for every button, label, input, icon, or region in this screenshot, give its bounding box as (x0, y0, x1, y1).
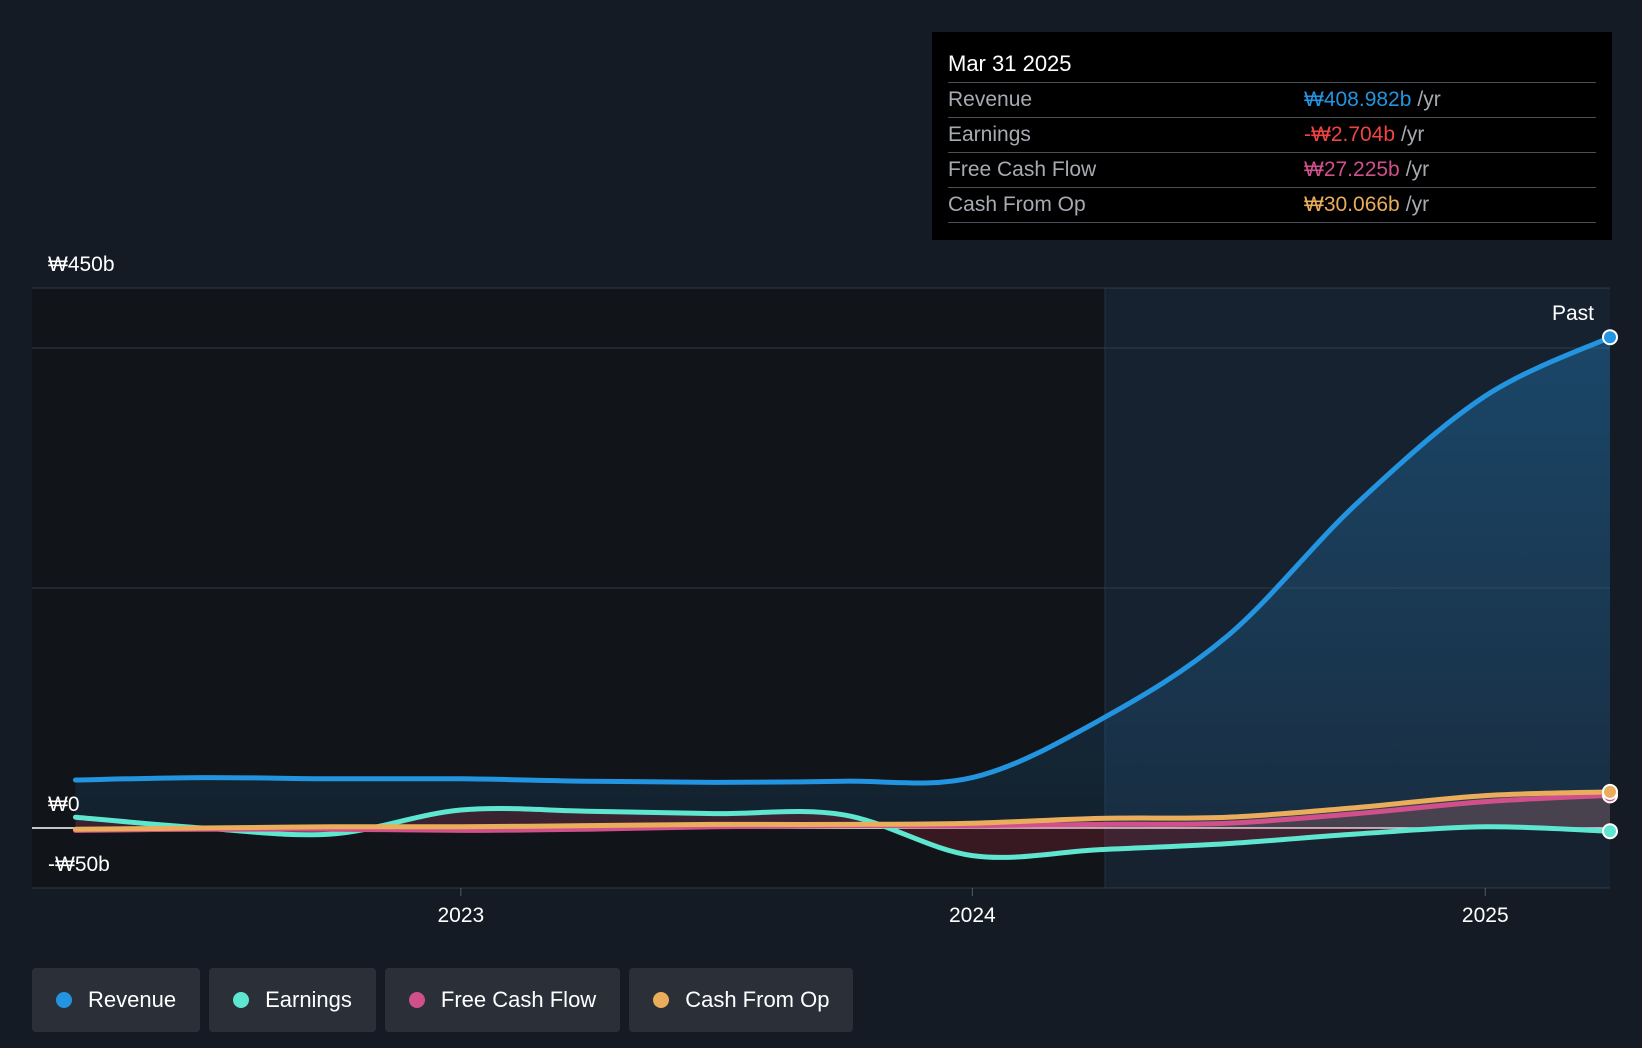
earnings-end-point (1602, 823, 1618, 840)
tooltip-row: Revenue ₩408.982b/yr (948, 82, 1596, 117)
tooltip-label: Revenue (948, 88, 1033, 111)
y-tick-label: -₩50b (48, 853, 110, 876)
legend-label: Earnings (265, 987, 352, 1012)
legend-label: Cash From Op (685, 987, 830, 1012)
cash-from-op-end-point (1602, 783, 1618, 800)
tooltip-row: Earnings -₩2.704b/yr (948, 117, 1596, 152)
tooltip-unit: /yr (1401, 123, 1425, 146)
revenue-line (72, 334, 1613, 786)
tooltip-value: -₩2.704b (1304, 123, 1396, 146)
y-tick-label: ₩0 (48, 793, 80, 816)
revenue-area (75, 337, 1610, 828)
tooltip-label: Free Cash Flow (948, 158, 1097, 181)
legend-dot-icon (233, 992, 250, 1008)
tooltip-unit: /yr (1405, 158, 1430, 181)
y-tick-label: ₩450b (48, 253, 115, 276)
legend-label: Free Cash Flow (440, 987, 597, 1012)
tooltip-value: ₩27.225b (1304, 158, 1400, 181)
legend-item-revenue[interactable]: Revenue (32, 968, 201, 1032)
legend-dot-icon (408, 992, 425, 1008)
tooltip-unit: /yr (1417, 88, 1441, 111)
earnings-area (75, 808, 1610, 858)
legend-dot-icon (653, 992, 670, 1008)
legend-item-cash-from-op[interactable]: Cash From Op (629, 968, 854, 1032)
x-tick-label: 2023 (437, 904, 484, 927)
x-tick-label: 2024 (949, 904, 996, 927)
past-label: Past (1552, 302, 1594, 325)
x-tick-label: 2025 (1462, 904, 1509, 927)
tooltip-value: ₩408.982b (1304, 88, 1412, 111)
tooltip-unit: /yr (1405, 193, 1430, 216)
legend-dot-icon (56, 992, 72, 1008)
revenue-end-point (1602, 329, 1618, 346)
legend-item-free-cash-flow[interactable]: Free Cash Flow (384, 968, 621, 1032)
cash-from-op-area (75, 791, 1610, 830)
tooltip: Mar 31 2025 Revenue ₩408.982b/yr Earnings -… (932, 32, 1612, 240)
tooltip-value: ₩30.066b (1304, 193, 1400, 216)
tooltip-date: Mar 31 2025 (948, 51, 1072, 76)
legend-item-earnings[interactable]: Earnings (209, 968, 376, 1032)
tooltip-label: Cash From Op (948, 193, 1086, 216)
cash-from-op-line (72, 789, 1613, 832)
legend-label: Revenue (88, 987, 177, 1012)
tooltip-row: Free Cash Flow ₩27.225b/yr (948, 152, 1596, 187)
earnings-line (72, 805, 1613, 860)
tooltip-label: Earnings (948, 123, 1031, 146)
tooltip-row: Cash From Op ₩30.066b/yr (948, 187, 1596, 223)
legend: Revenue Earnings Free Cash Flow Cash From O… (32, 968, 854, 1032)
